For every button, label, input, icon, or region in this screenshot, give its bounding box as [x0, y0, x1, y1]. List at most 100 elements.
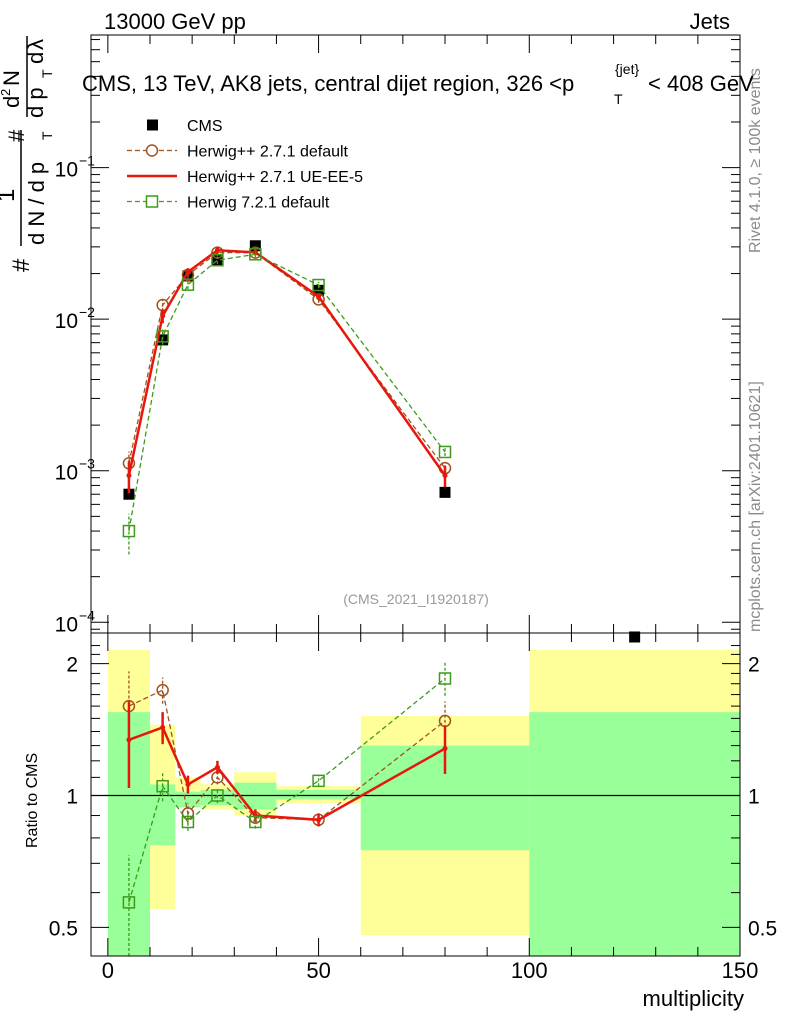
point-hpp_ueee5 [160, 313, 166, 319]
point-hpp_ueee5 [316, 294, 322, 300]
legend-item-hpp_ueee5: Herwig++ 2.7.1 UE-EE-5 [127, 169, 363, 186]
ylabel-dndpt: d N / d p [24, 162, 49, 245]
main-panel: 10−110−210−310−4 CMS, 13 TeV, AK8 jets, … [55, 34, 754, 643]
point-h7_default [438, 445, 452, 459]
main-ytick-label: 10 [55, 159, 78, 182]
ratio-ytick-label-right: 0.5 [748, 917, 777, 940]
ratio-ytick-label: 1 [66, 785, 78, 808]
ratio-point-hpp_ueee5 [126, 737, 132, 743]
ylabel-dpt-sub: T [39, 69, 55, 78]
title-sub: T [614, 91, 623, 107]
series-cms [123, 240, 641, 643]
ratio-ytick-label-right: 1 [748, 785, 760, 808]
header-right: Jets [690, 9, 730, 34]
series-hpp_default [122, 246, 452, 478]
legend: CMS Herwig++ 2.7.1 default Herwig++ 2.7.1 … [127, 118, 363, 212]
ratio-point-h7_default [312, 774, 325, 788]
ratio-series-hpp_ueee5 [126, 701, 448, 827]
point-h7_default [181, 278, 195, 291]
point-hpp_ueee5 [214, 247, 220, 253]
cms-point [629, 631, 641, 643]
ratio-xtick-label: 0 [102, 958, 114, 983]
ylabel-one: 1 [0, 189, 20, 202]
ratio-point-hpp_ueee5 [316, 817, 322, 823]
ratio-point-hpp_default [156, 683, 169, 697]
main-ylabel: # 1 d N / d p T # d 2 N d p T d λ [0, 36, 55, 272]
point-hpp_ueee5 [126, 473, 132, 479]
cms-point [439, 486, 451, 498]
series-hpp_ueee5 [126, 246, 448, 494]
main-ytick-exponent: −4 [79, 607, 95, 623]
ratio-point-h7_default [181, 815, 195, 829]
point-h7_default [211, 253, 224, 267]
ratio-point-h7_default [122, 896, 136, 909]
series-line-hpp_ueee5 [127, 248, 447, 477]
legend-marker-h7_default [145, 195, 159, 208]
point-h7_default [156, 330, 169, 343]
band-inner [529, 712, 740, 956]
point-hpp_ueee5 [442, 473, 448, 479]
legend-marker-hpp_default [145, 144, 159, 157]
main-ytick-label: 10 [55, 310, 78, 333]
band-inner [175, 791, 201, 808]
mcplots-label: mcplots.cern.ch [arXiv:2401.10621] [747, 381, 764, 632]
main-ytick-exponent: −3 [79, 456, 95, 472]
ratio-point-hpp_ueee5 [442, 746, 448, 752]
ratio-point-hpp_ueee5 [185, 781, 191, 787]
ratio-ylabel: Ratio to CMS [24, 753, 41, 848]
ylabel-d2: d [23, 52, 48, 64]
header-left: 13000 GeV pp [104, 9, 246, 34]
cms-point [249, 240, 261, 252]
legend-label-h7_default: Herwig 7.2.1 default [187, 195, 330, 212]
point-h7_default [122, 524, 136, 538]
ratio-point-h7_default [156, 779, 169, 793]
main-ytick-label: 10 [55, 613, 78, 636]
ylabel-two: 2 [0, 89, 13, 96]
ratio-series-h7_default [122, 662, 452, 956]
ratio-point-h7_default [211, 789, 224, 802]
legend-item-hpp_default: Herwig++ 2.7.1 default [127, 144, 349, 161]
ylabel-d: d [0, 96, 24, 108]
ylabel-hash-1: # [8, 258, 35, 272]
watermark: (CMS_2021_I1920187) [343, 591, 489, 607]
cms-point [123, 488, 135, 500]
ylabel-n: N [0, 70, 24, 86]
ylabel-dndpt-sub: T [39, 131, 55, 140]
title-prefix: CMS, 13 TeV, AK8 jets, central dijet reg… [82, 71, 562, 96]
ratio-xtick-label: 50 [306, 958, 330, 983]
main-title: CMS, 13 TeV, AK8 jets, central dijet reg… [82, 71, 574, 96]
ylabel-lambda: λ [23, 39, 48, 50]
main-ytick-exponent: −2 [79, 304, 95, 320]
ratio-ytick-label: 2 [66, 654, 78, 677]
ratio-point-h7_default [249, 815, 262, 829]
ratio-panel: 0 50 100 150 0.5 0.5 1 1 2 2 Ratio to CMS multipl… [24, 632, 777, 1011]
ratio-point-hpp_ueee5 [214, 764, 220, 770]
cms-point [211, 254, 223, 266]
main-ytick-exponent: −1 [79, 153, 95, 169]
legend-item-cms: CMS [147, 118, 223, 135]
legend-label-cms: CMS [187, 118, 223, 135]
ylabel-dpt: d p [23, 87, 48, 118]
ratio-ytick-label: 0.5 [49, 917, 78, 940]
point-hpp_ueee5 [252, 249, 258, 255]
main-ytick-label: 10 [55, 462, 78, 485]
ratio-xtick-label: 150 [722, 958, 759, 983]
title-suffix: < 408 GeV [648, 71, 754, 96]
series-line-h7_default [128, 253, 446, 532]
point-h7_default [312, 278, 325, 292]
ratio-point-hpp_ueee5 [160, 724, 166, 730]
legend-item-h7_default: Herwig 7.2.1 default [127, 195, 330, 212]
title-sup: {jet} [615, 61, 639, 77]
ratio-ytick-label-right: 2 [748, 654, 760, 677]
legend-label-hpp_default: Herwig++ 2.7.1 default [187, 144, 349, 161]
title-var: p [562, 71, 574, 96]
ylabel-hash-2: # [4, 129, 29, 142]
point-hpp_ueee5 [185, 269, 191, 275]
ratio-point-h7_default [438, 672, 452, 685]
legend-marker-cms [147, 119, 158, 131]
series-line-hpp_default [128, 251, 446, 469]
ratio-xtick-label: 100 [511, 958, 548, 983]
legend-label-hpp_ueee5: Herwig++ 2.7.1 UE-EE-5 [187, 169, 363, 186]
band-inner [276, 789, 361, 800]
